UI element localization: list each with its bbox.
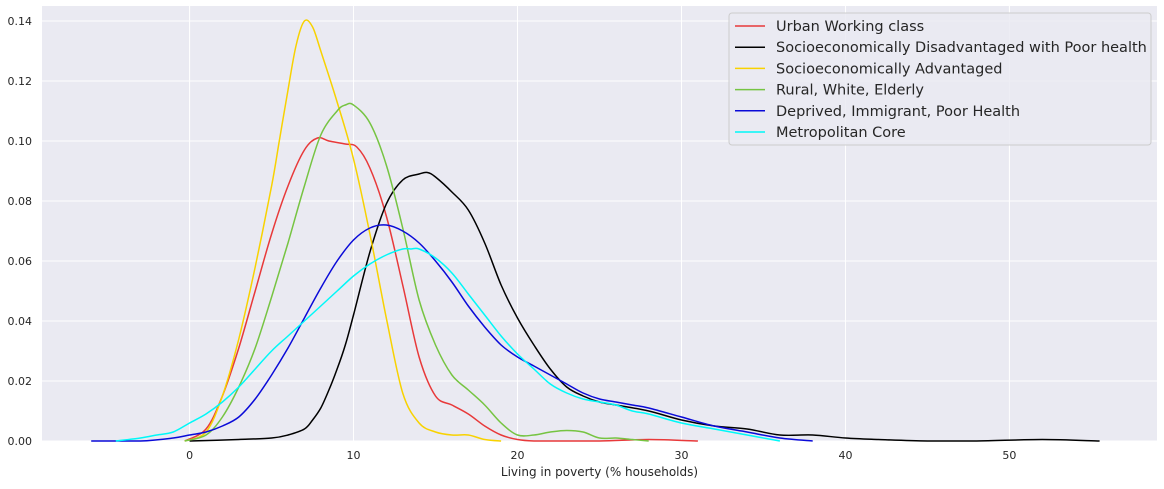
series-line-1: [184, 136, 698, 442]
series-line-6: [115, 247, 781, 442]
y-tick-label: 0.00: [8, 435, 33, 448]
legend-box: [728, 12, 1152, 146]
legend-entry-label: Rural, White, Elderly: [776, 83, 924, 99]
x-tick-label: 0: [186, 449, 193, 462]
legend: Urban Working class Socioeconomically Dis…: [728, 12, 1152, 146]
y-tick-label: 0.10: [8, 135, 33, 148]
legend-entry-label: Socioeconomically Disadvantaged with Poo…: [776, 40, 1147, 56]
y-tick-label: 0.06: [8, 255, 33, 268]
legend-entry-label: Metropolitan Core: [776, 125, 906, 141]
y-tick-label: 0.12: [8, 75, 33, 88]
legend-entry-label: Urban Working class: [776, 19, 924, 35]
y-tick-label: 0.08: [8, 195, 33, 208]
x-tick-label: 40: [838, 449, 852, 462]
series-line-3: [184, 19, 502, 442]
y-tick-label: 0.04: [8, 315, 33, 328]
legend-entry-label: Socioeconomically Advantaged: [776, 61, 1002, 77]
x-tick-label: 20: [511, 449, 525, 462]
x-tick-label: 50: [1002, 449, 1016, 462]
series-line-5: [91, 224, 813, 442]
y-tick-label: 0.02: [8, 375, 33, 388]
y-tick-label: 0.14: [8, 15, 33, 28]
tick-labels: 0 10 20 30 40 50 0.00 0.02 0.04 0.06 0.08 0.10 0.12 0…: [8, 15, 1017, 462]
series-line-2: [189, 171, 1100, 442]
x-axis-label: Living in poverty (% households): [501, 465, 698, 479]
series-line-4: [184, 102, 649, 442]
series-lines: [91, 19, 1100, 442]
x-tick-label: 10: [347, 449, 361, 462]
x-tick-label: 30: [674, 449, 688, 462]
legend-entry-label: Deprived, Immigrant, Poor Health: [776, 104, 1020, 120]
